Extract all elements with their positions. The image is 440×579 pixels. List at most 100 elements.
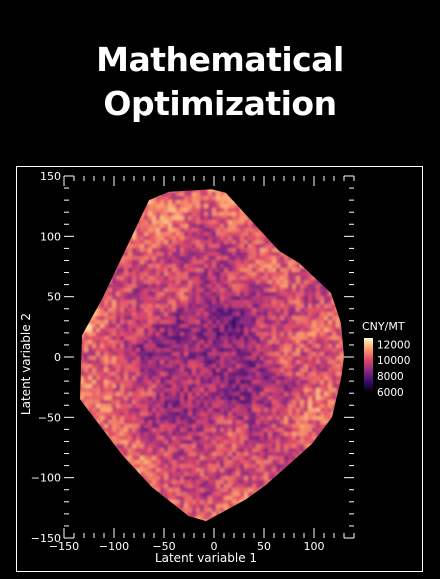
heatmap-cell — [148, 376, 153, 381]
heatmap-cell — [64, 352, 69, 357]
heatmap-cell — [256, 189, 261, 193]
heatmap-cell — [116, 192, 121, 197]
heatmap-cell — [204, 232, 209, 237]
heatmap-cell — [280, 400, 285, 405]
heatmap-cell — [300, 360, 305, 365]
heatmap-cell — [108, 368, 113, 373]
heatmap-cell — [124, 448, 129, 453]
heatmap-cell — [228, 288, 233, 293]
heatmap-cell — [320, 424, 325, 429]
heatmap-cell — [164, 420, 169, 425]
heatmap-cell — [220, 384, 225, 389]
heatmap-cell — [184, 180, 189, 185]
heatmap-cell — [260, 216, 265, 221]
heatmap-cell — [312, 212, 317, 217]
heatmap-cell — [304, 304, 309, 309]
heatmap-cell — [200, 376, 205, 381]
heatmap-cell — [196, 344, 201, 349]
heatmap-cell — [336, 192, 341, 197]
heatmap-cell — [92, 420, 97, 425]
heatmap-cell — [292, 288, 297, 293]
heatmap-cell — [92, 364, 97, 369]
heatmap-cell — [64, 188, 69, 193]
heatmap-cell — [340, 264, 344, 269]
heatmap-cell — [280, 392, 285, 397]
heatmap-cell — [96, 228, 101, 233]
heatmap-cell — [268, 388, 273, 393]
heatmap-cell — [80, 444, 85, 449]
heatmap-cell — [128, 404, 133, 409]
heatmap-cell — [340, 296, 344, 301]
heatmap-cell — [200, 348, 205, 353]
heatmap-cell — [276, 336, 281, 341]
heatmap-cell — [224, 416, 229, 421]
heatmap-cell — [276, 432, 281, 437]
heatmap-cell — [292, 332, 297, 337]
heatmap-cell — [80, 420, 81, 425]
heatmap-cell — [92, 352, 97, 357]
heatmap-cell — [100, 448, 105, 453]
heatmap-cell — [308, 296, 313, 301]
heatmap-cell — [288, 380, 293, 385]
heatmap-cell — [80, 300, 85, 305]
heatmap-cell — [308, 176, 313, 181]
heatmap-cell — [196, 348, 201, 353]
heatmap-cell — [80, 312, 85, 317]
heatmap-cell — [224, 316, 229, 321]
heatmap-cell — [160, 284, 165, 289]
heatmap-cell — [284, 288, 289, 293]
heatmap-cell — [144, 388, 149, 393]
heatmap-cell — [164, 256, 169, 261]
heatmap-cell — [220, 440, 225, 445]
heatmap-cell — [108, 232, 113, 237]
heatmap-cell — [228, 192, 233, 197]
heatmap-cell — [260, 284, 265, 289]
heatmap-cell — [68, 276, 73, 281]
heatmap-cell — [200, 352, 205, 357]
heatmap-cell — [124, 192, 129, 197]
heatmap-cell — [316, 204, 321, 209]
heatmap-cell — [244, 184, 249, 189]
heatmap-cell — [344, 304, 349, 309]
heatmap-cell — [156, 308, 161, 313]
heatmap-cell — [96, 276, 101, 281]
heatmap-cell — [228, 260, 233, 265]
heatmap-cell — [240, 336, 245, 341]
heatmap-cell — [240, 216, 245, 221]
heatmap-cell — [276, 220, 281, 225]
heatmap-cell — [320, 204, 325, 209]
heatmap-cell — [272, 300, 277, 305]
heatmap-cell — [332, 404, 337, 409]
heatmap-cell — [248, 416, 253, 421]
heatmap-cell — [196, 260, 201, 265]
heatmap-cell — [92, 220, 97, 225]
heatmap-cell — [88, 400, 93, 405]
heatmap-cell — [240, 392, 245, 397]
heatmap-cell — [280, 416, 285, 421]
heatmap-cell — [92, 192, 97, 197]
heatmap-cell — [172, 308, 177, 313]
heatmap-cell — [272, 312, 277, 317]
heatmap-cell — [212, 348, 217, 353]
heatmap-cell — [72, 368, 77, 373]
heatmap-cell — [72, 264, 77, 269]
heatmap-cell — [300, 404, 305, 409]
heatmap-cell — [252, 312, 257, 317]
heatmap-cell — [180, 344, 185, 349]
heatmap-cell — [328, 184, 333, 189]
heatmap-cell — [248, 204, 253, 209]
heatmap-cell — [152, 436, 157, 441]
heatmap-cell — [184, 288, 189, 293]
heatmap-cell — [272, 436, 277, 441]
heatmap-cell — [84, 328, 89, 333]
heatmap-cell — [264, 292, 269, 297]
heatmap-cell — [336, 316, 341, 321]
heatmap-cell — [68, 352, 73, 357]
heatmap-cell — [116, 308, 121, 313]
heatmap-cell — [216, 248, 221, 253]
heatmap-cell — [140, 268, 145, 273]
heatmap-cell — [124, 204, 129, 209]
heatmap-cell — [268, 328, 273, 333]
heatmap-cell — [76, 180, 81, 185]
